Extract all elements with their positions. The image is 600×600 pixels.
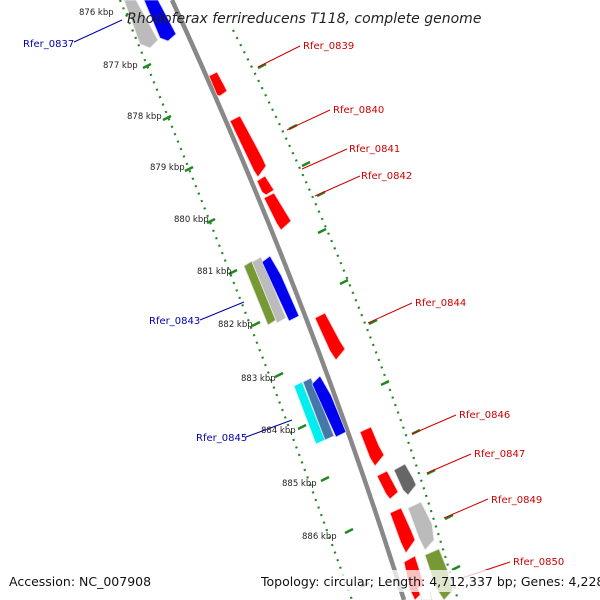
- scale-label: 884 kbp: [261, 426, 296, 436]
- gene-label-rfer-0845[interactable]: Rfer_0845: [196, 433, 247, 444]
- scale-label: 886 kbp: [302, 532, 337, 542]
- accession-text: Accession: NC_007908: [9, 574, 151, 589]
- gene-label-rfer-0837[interactable]: Rfer_0837: [23, 39, 74, 50]
- gene-rfer-0837-blue[interactable]: [143, 0, 177, 42]
- gene-label-rfer-0850[interactable]: Rfer_0850: [513, 557, 564, 568]
- gene-rfer-0847a[interactable]: [376, 470, 399, 500]
- scale-label: 880 kbp: [174, 215, 209, 225]
- gene-label-rfer-0847[interactable]: Rfer_0847: [474, 449, 525, 460]
- scale-label: 879 kbp: [150, 163, 185, 173]
- reverse-strand-genes: [123, 0, 347, 445]
- gene-rfer-0845-steel[interactable]: [302, 377, 335, 441]
- gene-label-rfer-0843[interactable]: Rfer_0843: [149, 316, 200, 327]
- gene-rfer-0849[interactable]: [389, 507, 416, 554]
- inner-major-ticks: [125, 9, 370, 589]
- inner-tick-track: [118, 0, 354, 600]
- scale-labels: 876 kbp 877 kbp 878 kbp 879 kbp 880 kbp …: [79, 8, 337, 542]
- gene-rfer-0847b[interactable]: [393, 463, 417, 496]
- gene-label-rfer-0849[interactable]: Rfer_0849: [491, 495, 542, 506]
- gene-label-rfer-0841[interactable]: Rfer_0841: [349, 144, 400, 155]
- scale-label: 877 kbp: [103, 61, 138, 71]
- outer-tick-track: [232, 29, 460, 600]
- reverse-label-connectors: [73, 19, 293, 438]
- scale-label: 882 kbp: [218, 320, 253, 330]
- gene-label-rfer-0840[interactable]: Rfer_0840: [333, 105, 384, 116]
- gene-rfer-0842[interactable]: [263, 192, 292, 231]
- map-title: Rhodoferax ferrireducens T118, complete …: [127, 11, 481, 27]
- genome-backbone: [169, 0, 407, 600]
- gene-rfer-0841[interactable]: [256, 175, 275, 196]
- gene-rfer-0843-blue[interactable]: [261, 255, 300, 322]
- gene-label-rfer-0846[interactable]: Rfer_0846: [459, 410, 510, 421]
- gene-label-rfer-0842[interactable]: Rfer_0842: [361, 171, 412, 182]
- scale-label: 883 kbp: [241, 374, 276, 384]
- gene-rfer-0849b[interactable]: [407, 501, 435, 551]
- gene-labels-reverse: Rfer_0837 Rfer_0843 Rfer_0845: [23, 39, 247, 444]
- gene-rfer-0845-blue[interactable]: [311, 375, 347, 438]
- gene-label-rfer-0839[interactable]: Rfer_0839: [303, 41, 354, 52]
- gene-labels-forward: Rfer_0839 Rfer_0840 Rfer_0841 Rfer_0842 …: [303, 41, 564, 568]
- gene-rfer-0840[interactable]: [229, 115, 267, 178]
- gene-rfer-0846[interactable]: [359, 426, 385, 467]
- gene-rfer-0837-gray[interactable]: [123, 0, 159, 49]
- scale-label: 878 kbp: [127, 112, 162, 122]
- footer-topology-backdrop: [258, 570, 598, 592]
- scale-label: 881 kbp: [197, 267, 232, 277]
- gene-rfer-0839[interactable]: [208, 71, 228, 97]
- scale-label: 885 kbp: [282, 479, 317, 489]
- scale-label: 876 kbp: [79, 8, 114, 18]
- forward-strand-genes: [208, 71, 454, 600]
- gene-rfer-0844[interactable]: [314, 312, 346, 361]
- gene-label-rfer-0844[interactable]: Rfer_0844: [415, 298, 466, 309]
- gene-rfer-0843-gray[interactable]: [251, 256, 287, 324]
- topology-text: Topology: circular; Length: 4,712,337 bp…: [260, 574, 600, 589]
